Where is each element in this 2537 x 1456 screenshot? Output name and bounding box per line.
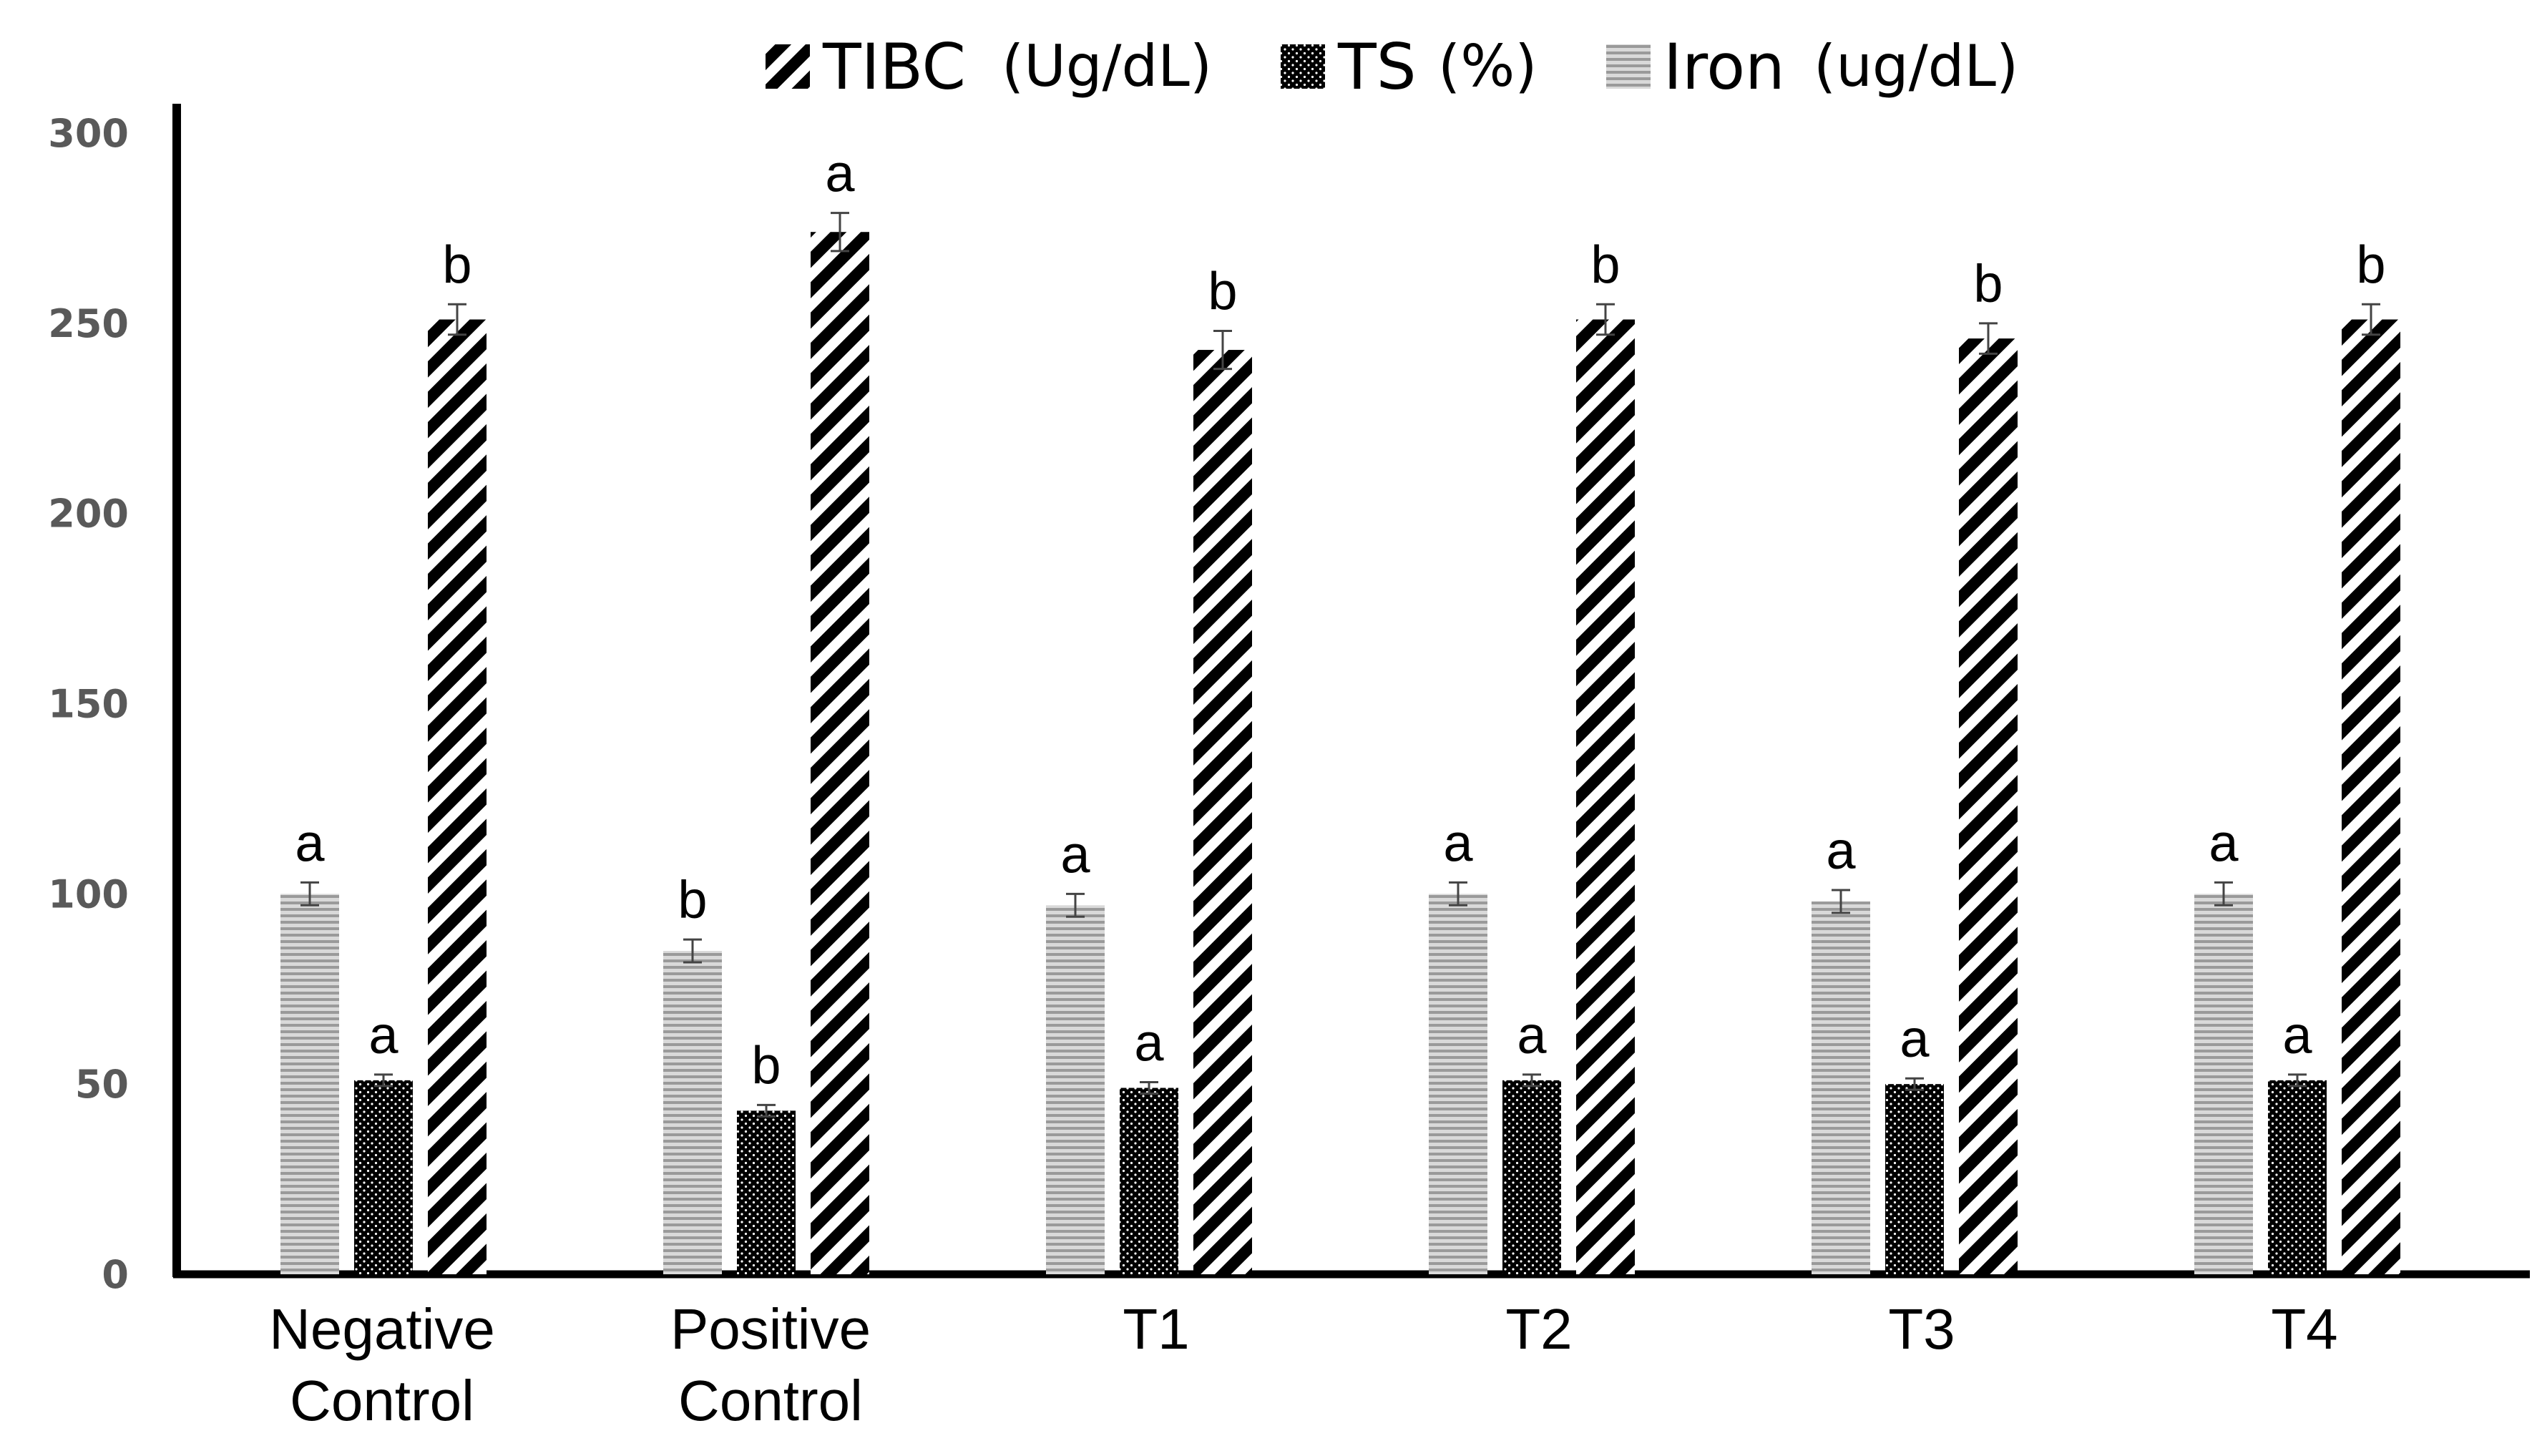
significance-label: a xyxy=(1443,813,1473,872)
bar-iron-5 xyxy=(1812,901,1870,1274)
bar-tibc-6 xyxy=(2342,319,2400,1275)
significance-label: b xyxy=(678,870,707,929)
bar-iron-6 xyxy=(2194,894,2253,1274)
significance-label: a xyxy=(2282,1005,2312,1065)
bar-ts-3 xyxy=(1120,1088,1178,1274)
bar-iron-2 xyxy=(663,951,722,1274)
bar-tibc-2 xyxy=(811,232,869,1274)
x-tick-label: Control xyxy=(678,1369,863,1432)
legend-unit-tibc: (Ug/dL) xyxy=(1002,33,1212,99)
x-tick-label: T2 xyxy=(1505,1297,1572,1361)
y-tick-label: 100 xyxy=(48,871,129,917)
legend-label-ts: TS xyxy=(1337,30,1417,104)
bar-iron-1 xyxy=(280,894,339,1274)
significance-label: a xyxy=(1826,821,1856,880)
significance-label: b xyxy=(1973,254,2003,313)
y-tick-label: 250 xyxy=(48,301,129,346)
significance-label: b xyxy=(1208,261,1237,321)
x-tick-label: T1 xyxy=(1123,1297,1189,1361)
legend-swatch-tibc xyxy=(766,44,810,89)
significance-label: a xyxy=(2209,813,2239,872)
x-tick-label: T4 xyxy=(2271,1297,2337,1361)
x-tick-label: Positive xyxy=(670,1297,871,1361)
legend-unit-ts: (%) xyxy=(1438,33,1537,99)
legend-unit-iron: (ug/dL) xyxy=(1814,33,2018,99)
bar-ts-2 xyxy=(737,1110,796,1274)
bar-iron-4 xyxy=(1429,894,1487,1274)
significance-label: a xyxy=(368,1005,399,1065)
bar-ts-6 xyxy=(2268,1080,2327,1274)
significance-label: a xyxy=(295,813,325,872)
y-tick-label: 0 xyxy=(102,1252,129,1297)
x-tick-label: Control xyxy=(290,1369,474,1432)
bar-ts-5 xyxy=(1885,1084,1944,1274)
legend-label-iron: Iron xyxy=(1663,30,1785,104)
x-tick-label: Negative xyxy=(269,1297,495,1361)
significance-label: a xyxy=(1900,1009,1930,1068)
bar-iron-3 xyxy=(1046,905,1105,1274)
y-tick-label: 300 xyxy=(48,111,129,156)
significance-label: b xyxy=(442,235,471,294)
bar-ts-1 xyxy=(354,1080,413,1274)
significance-label: b xyxy=(751,1035,781,1095)
legend-swatch-ts xyxy=(1281,44,1325,89)
significance-label: b xyxy=(1590,235,1620,294)
significance-label: a xyxy=(1060,824,1090,884)
y-tick-label: 200 xyxy=(48,492,129,537)
significance-label: b xyxy=(2356,235,2385,294)
x-tick-label: T3 xyxy=(1888,1297,1955,1361)
bar-tibc-5 xyxy=(1959,338,2018,1275)
significance-label: a xyxy=(1134,1013,1164,1073)
legend-swatch-iron xyxy=(1606,44,1651,89)
bar-tibc-3 xyxy=(1193,350,1252,1274)
bar-tibc-4 xyxy=(1576,319,1635,1275)
y-tick-label: 150 xyxy=(48,682,129,727)
bar-ts-4 xyxy=(1502,1080,1561,1274)
legend-label-tibc: TIBC xyxy=(822,30,966,104)
y-tick-label: 50 xyxy=(75,1062,129,1107)
significance-label: a xyxy=(1517,1005,1547,1065)
significance-label: a xyxy=(825,144,855,203)
bar-tibc-1 xyxy=(428,319,487,1275)
